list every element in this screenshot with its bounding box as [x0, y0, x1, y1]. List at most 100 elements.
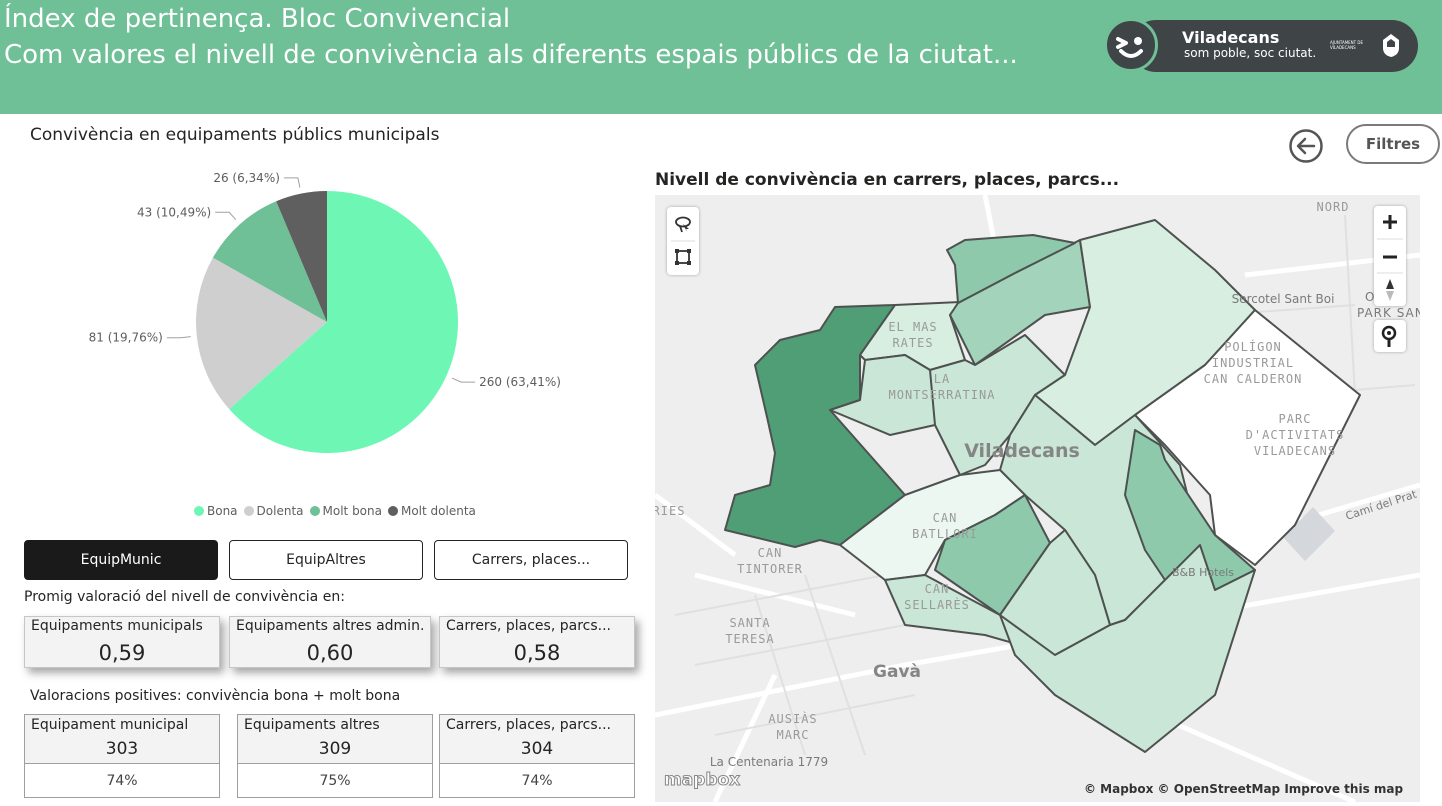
- district-north-2[interactable]: [946, 234, 1076, 304]
- legend-item-dolenta[interactable]: Dolenta: [243, 503, 304, 519]
- map-label-can-batllori-2: BATLLORI: [912, 527, 978, 541]
- pie-data-label: 81 (19,76%): [89, 331, 163, 345]
- kpi-value: 0,60: [306, 641, 354, 665]
- pie-data-label: 260 (63,41%): [479, 375, 561, 389]
- card-value: 304: [520, 739, 554, 759]
- card-label: Equipaments altres: [244, 717, 380, 733]
- pie-label-leader: [283, 177, 301, 188]
- viladecans-logo: Viladecans som poble, soc ciutat. AJUNTA…: [1104, 18, 1418, 72]
- legend-item-bona[interactable]: Bona: [194, 503, 238, 519]
- district-parc-activitats[interactable]: [1134, 309, 1361, 566]
- kpi-value: 0,58: [513, 641, 561, 665]
- legend-swatch: [243, 506, 254, 516]
- district-south[interactable]: [999, 544, 1256, 753]
- pie-label-leader: [215, 211, 237, 221]
- promig-heading: Promig valoració del nivell de convivènc…: [24, 589, 345, 605]
- map-label-can-sellares-2: SELLARÈS: [904, 597, 970, 612]
- compass-icon[interactable]: [1386, 279, 1394, 301]
- map-label-el-mas: EL MAS: [888, 320, 937, 334]
- positives-heading: Valoracions positives: convivència bona …: [30, 688, 401, 704]
- logo-ajuntament: AJUNTAMENT DE VILADECANS: [1330, 40, 1363, 50]
- pie-label-leader: [166, 336, 191, 339]
- map-attribution[interactable]: © Mapbox © OpenStreetMap Improve this ma…: [1084, 782, 1404, 796]
- map-canvas[interactable]: NORD EL MAS RATES LA MONTSERRATINA POLÍG…: [655, 195, 1420, 802]
- filtres-button[interactable]: Filtres: [1346, 124, 1440, 164]
- legend-item-molt-dolenta[interactable]: Molt dolenta: [387, 503, 476, 519]
- map-search-icon[interactable]: [1374, 320, 1406, 352]
- map-districts[interactable]: [724, 219, 1361, 753]
- tab-equipmunic[interactable]: EquipMunic: [24, 540, 218, 580]
- crest-icon: [1383, 34, 1399, 57]
- map-label-can-tintorer-2: TINTORER: [737, 562, 803, 576]
- kpi-value: 0,59: [98, 641, 146, 665]
- map-label-rates: RATES: [892, 336, 933, 350]
- lasso-select-icon[interactable]: [675, 216, 691, 233]
- map-label-activitats: D'ACTIVITATS: [1246, 428, 1345, 442]
- mapbox-logo[interactable]: mapbox: [663, 770, 741, 791]
- map-labels: NORD EL MAS RATES LA MONTSERRATINA POLÍG…: [655, 200, 1348, 742]
- positive-card-altres: Equipaments altres 309 75%: [237, 714, 433, 798]
- map-label-parc-viladecans: VILADECANS: [1254, 444, 1336, 458]
- legend-swatch: [387, 506, 398, 516]
- legend-label: Bona: [207, 504, 238, 518]
- kpi-label: Equipaments municipals: [31, 618, 203, 634]
- choropleth-map[interactable]: NORD EL MAS RATES LA MONTSERRATINA POLÍG…: [655, 195, 1420, 802]
- legend-swatch: [194, 506, 204, 516]
- legend-label: Molt bona: [322, 504, 382, 518]
- map-label-park-sant: PARK SAN: [1357, 306, 1420, 320]
- card-top: Equipaments altres 309: [237, 714, 433, 764]
- card-value: 309: [318, 739, 352, 759]
- map-water: [1283, 507, 1335, 561]
- map-poi-labels: Sercotel Sant Boi O PARK SAN Viladecans …: [710, 290, 1420, 769]
- pie-slice-molt-bona[interactable]: [212, 201, 327, 322]
- district-west[interactable]: [724, 304, 906, 548]
- rect-select-icon[interactable]: [675, 249, 691, 265]
- pie-slice-bona[interactable]: [229, 191, 458, 454]
- map-label-poligon: POLÍGON: [1224, 339, 1282, 354]
- map-label-marc: MARC: [777, 728, 810, 742]
- map-search-control: [1374, 320, 1406, 352]
- page-title: Índex de pertinença. Bloc Convivencial: [4, 4, 511, 34]
- kpi-equipaments-altres: Equipaments altres admin. 0,60: [229, 616, 431, 668]
- pie-section-title: Convivència en equipaments públics munic…: [30, 125, 440, 145]
- district-can-sellares[interactable]: [884, 529, 1111, 656]
- pie-slice-molt-dolenta[interactable]: [276, 191, 327, 322]
- map-label-ausias: AUSIÀS: [768, 711, 817, 726]
- map-zoom-controls: [1374, 206, 1406, 306]
- map-label-bb-hotels: B&B Hotels: [1172, 566, 1234, 579]
- map-label-la-centenaria: La Centenaria 1779: [710, 755, 828, 769]
- page-subtitle: Com valores el nivell de convivència als…: [4, 40, 1018, 70]
- card-percentage: 74%: [24, 764, 220, 798]
- zoom-in-icon[interactable]: [1383, 215, 1397, 229]
- map-label-montserratina: MONTSERRATINA: [889, 388, 996, 402]
- card-label: Carrers, places, parcs...: [446, 717, 611, 733]
- pie-chart: 260 (63,41%) 81 (19,76%) 43 (10,49%) 26 (6,…: [89, 171, 561, 454]
- card-label: Equipament municipal: [31, 717, 189, 733]
- map-title: Nivell de convivència en carrers, places…: [655, 170, 1120, 190]
- legend-label: Molt dolenta: [400, 504, 476, 518]
- logo-pill: [1130, 20, 1418, 72]
- pie-label-leader: [451, 377, 476, 383]
- map-label-can-sellares-1: CAN: [925, 582, 950, 596]
- card-percentage: 74%: [439, 764, 635, 798]
- pie-legend: Bona Dolenta Molt bona Molt dolenta: [194, 503, 476, 519]
- tab-carrers-places[interactable]: Carrers, places...: [434, 540, 628, 580]
- map-label-sercotel: Sercotel Sant Boi: [1232, 292, 1335, 306]
- map-label-gava: Gavà: [873, 662, 921, 682]
- map-label-santa: SANTA: [729, 616, 770, 630]
- pie-slice-dolenta[interactable]: [196, 257, 327, 410]
- tab-equipaltres[interactable]: EquipAltres: [229, 540, 423, 580]
- back-arrow-icon[interactable]: [1288, 128, 1324, 164]
- map-label-pin: O: [1365, 290, 1374, 304]
- pie-data-label: 26 (6,34%): [213, 171, 280, 185]
- legend-label: Dolenta: [256, 504, 304, 518]
- logo-tagline: som poble, soc ciutat.: [1184, 46, 1317, 60]
- map-selection-tools: [667, 207, 699, 275]
- legend-item-molt-bona[interactable]: Molt bona: [309, 503, 382, 519]
- map-label-teresa: TERESA: [725, 632, 774, 646]
- positive-card-municipal: Equipament municipal 303 74%: [24, 714, 220, 798]
- legend-swatch: [309, 506, 320, 516]
- kpi-label: Equipaments altres admin.: [236, 618, 425, 634]
- card-top: Carrers, places, parcs... 304: [439, 714, 635, 764]
- logo-face-icon: [1104, 18, 1158, 72]
